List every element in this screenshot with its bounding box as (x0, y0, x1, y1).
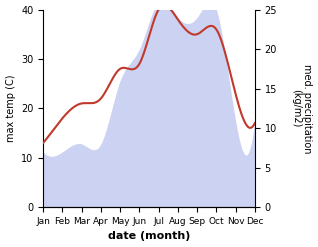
Y-axis label: max temp (C): max temp (C) (5, 75, 16, 142)
Y-axis label: med. precipitation
(kg/m2): med. precipitation (kg/m2) (291, 64, 313, 153)
X-axis label: date (month): date (month) (108, 231, 190, 242)
